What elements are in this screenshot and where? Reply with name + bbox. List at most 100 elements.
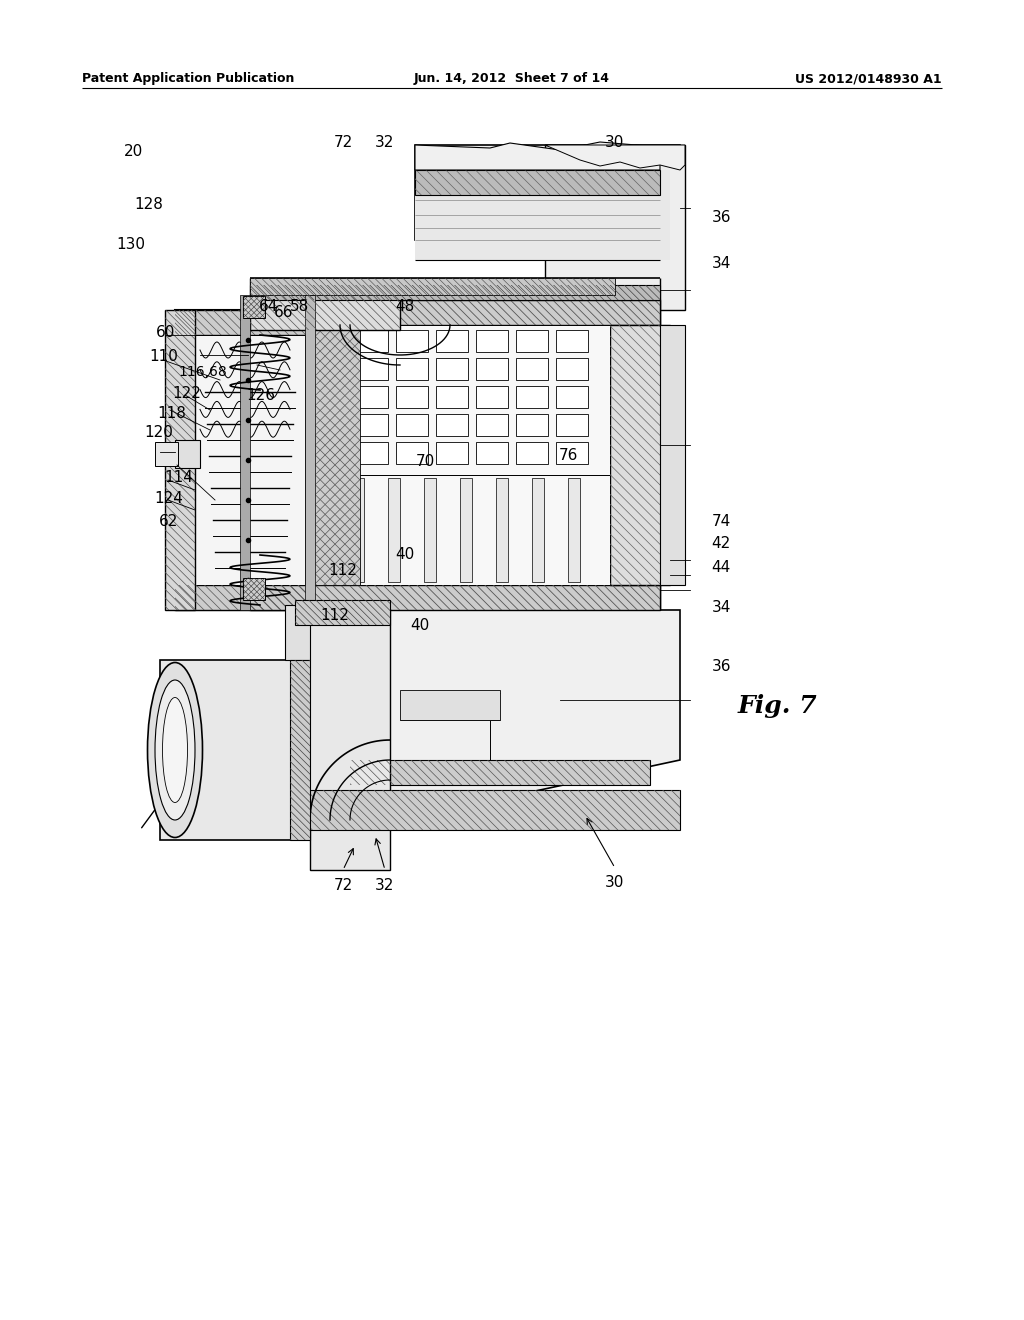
Text: 70: 70 <box>416 454 434 470</box>
Polygon shape <box>165 310 195 610</box>
Text: 48: 48 <box>395 298 414 314</box>
Text: 122: 122 <box>172 385 201 401</box>
Polygon shape <box>316 414 348 436</box>
Polygon shape <box>175 440 200 469</box>
Polygon shape <box>175 585 310 610</box>
Text: 112: 112 <box>329 562 357 578</box>
Polygon shape <box>356 330 388 352</box>
Text: 112: 112 <box>321 607 349 623</box>
Polygon shape <box>556 442 588 465</box>
Polygon shape <box>250 294 400 330</box>
Polygon shape <box>290 660 310 840</box>
Polygon shape <box>155 442 178 466</box>
Text: 110: 110 <box>150 348 178 364</box>
Polygon shape <box>295 789 680 830</box>
Polygon shape <box>545 145 685 170</box>
Polygon shape <box>556 414 588 436</box>
Text: 118: 118 <box>158 405 186 421</box>
Polygon shape <box>305 294 315 610</box>
Polygon shape <box>240 294 250 610</box>
Polygon shape <box>460 478 472 582</box>
Polygon shape <box>310 325 610 475</box>
Text: 36: 36 <box>712 210 731 226</box>
Polygon shape <box>400 690 500 719</box>
Polygon shape <box>660 325 685 585</box>
Polygon shape <box>436 442 468 465</box>
Polygon shape <box>250 300 660 610</box>
Polygon shape <box>476 414 508 436</box>
Polygon shape <box>436 414 468 436</box>
Polygon shape <box>310 325 360 585</box>
Polygon shape <box>556 358 588 380</box>
Polygon shape <box>415 143 660 170</box>
Polygon shape <box>436 358 468 380</box>
Polygon shape <box>310 325 360 585</box>
Polygon shape <box>160 660 300 840</box>
Text: 40: 40 <box>411 618 430 632</box>
Text: Patent Application Publication: Patent Application Publication <box>82 73 294 84</box>
Polygon shape <box>415 145 680 260</box>
Polygon shape <box>415 170 670 260</box>
Polygon shape <box>250 279 615 294</box>
Polygon shape <box>516 330 548 352</box>
Polygon shape <box>175 585 310 610</box>
Polygon shape <box>316 478 328 582</box>
Polygon shape <box>310 475 610 585</box>
Polygon shape <box>350 760 650 785</box>
Text: 32: 32 <box>375 135 393 150</box>
Polygon shape <box>250 285 660 300</box>
Text: 120: 120 <box>144 425 173 441</box>
Polygon shape <box>316 330 348 352</box>
Text: 30: 30 <box>605 875 625 890</box>
Text: 42: 42 <box>712 536 731 552</box>
Polygon shape <box>415 170 660 195</box>
Polygon shape <box>316 358 348 380</box>
Polygon shape <box>610 325 670 585</box>
Text: Fig. 7: Fig. 7 <box>737 694 817 718</box>
Polygon shape <box>516 358 548 380</box>
Polygon shape <box>476 385 508 408</box>
Polygon shape <box>356 385 388 408</box>
Polygon shape <box>243 296 265 318</box>
Polygon shape <box>424 478 436 582</box>
Text: 72: 72 <box>334 135 352 150</box>
Polygon shape <box>352 478 364 582</box>
Polygon shape <box>165 310 195 610</box>
Polygon shape <box>290 660 310 840</box>
Polygon shape <box>516 414 548 436</box>
Text: 34: 34 <box>712 256 731 272</box>
Polygon shape <box>295 789 680 830</box>
Text: 64: 64 <box>259 298 278 314</box>
Polygon shape <box>295 601 390 624</box>
Polygon shape <box>396 385 428 408</box>
Text: 44: 44 <box>712 560 731 576</box>
Text: 40: 40 <box>395 546 414 562</box>
Polygon shape <box>250 294 400 330</box>
Polygon shape <box>316 385 348 408</box>
Polygon shape <box>295 601 390 624</box>
Ellipse shape <box>147 663 203 837</box>
Text: 30: 30 <box>605 135 624 150</box>
Polygon shape <box>476 442 508 465</box>
Polygon shape <box>388 478 400 582</box>
Polygon shape <box>545 145 685 310</box>
Polygon shape <box>415 170 660 195</box>
Polygon shape <box>243 578 265 601</box>
Polygon shape <box>568 478 580 582</box>
Text: 114: 114 <box>165 470 194 486</box>
Polygon shape <box>316 442 348 465</box>
Polygon shape <box>436 330 468 352</box>
Polygon shape <box>243 578 265 601</box>
Polygon shape <box>532 478 544 582</box>
Polygon shape <box>285 605 310 660</box>
Polygon shape <box>516 442 548 465</box>
Polygon shape <box>175 310 310 610</box>
Polygon shape <box>295 610 390 820</box>
Polygon shape <box>310 325 360 585</box>
Ellipse shape <box>155 680 195 820</box>
Text: 36: 36 <box>712 659 731 675</box>
Text: 74: 74 <box>712 513 731 529</box>
Polygon shape <box>175 310 310 335</box>
Polygon shape <box>250 585 660 610</box>
Polygon shape <box>250 285 660 300</box>
